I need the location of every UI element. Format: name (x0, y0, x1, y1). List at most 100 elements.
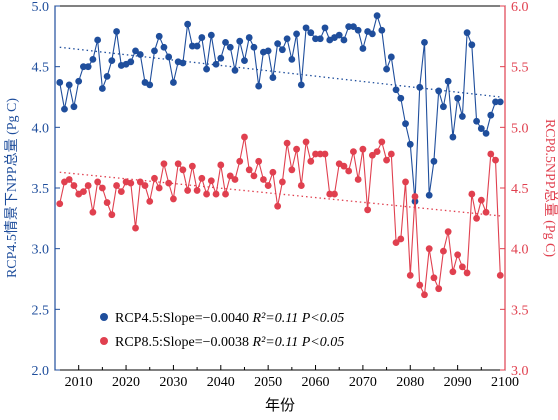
data-point-rcp45 (496, 98, 504, 106)
data-point-rcp45 (94, 36, 102, 44)
trend-layer (59, 46, 501, 217)
data-point-rcp85 (278, 178, 286, 186)
series-layer (56, 12, 504, 299)
data-point-rcp85 (468, 190, 476, 198)
right-y-tick-label: 4.0 (511, 243, 529, 258)
data-point-rcp85 (421, 291, 428, 299)
x-tick-label: 2040 (207, 375, 235, 390)
data-point-rcp45 (98, 85, 106, 92)
data-point-rcp85 (302, 138, 310, 146)
data-point-rcp85 (269, 168, 277, 176)
legend-marker (100, 313, 108, 321)
data-point-rcp45 (368, 30, 376, 38)
data-point-rcp85 (378, 138, 386, 146)
data-point-rcp85 (198, 174, 206, 182)
data-point-rcp85 (283, 139, 291, 147)
right-y-tick-label: 3.0 (511, 364, 529, 379)
data-point-rcp45 (108, 57, 116, 64)
x-tick-label: 2030 (159, 375, 187, 390)
data-point-rcp45 (188, 42, 196, 50)
data-point-rcp85 (117, 188, 125, 196)
left-y-axis-label: RCP4.5情景下NPP总量 (Pg C) (4, 98, 20, 278)
data-point-rcp85 (151, 174, 158, 182)
data-point-rcp85 (165, 179, 173, 187)
data-point-rcp45 (103, 72, 111, 80)
data-point-rcp45 (458, 113, 466, 120)
x-tick-label: 2090 (444, 375, 472, 390)
data-point-rcp45 (236, 37, 244, 45)
data-point-rcp45 (416, 83, 424, 91)
right-y-tick-label: 4.5 (511, 182, 529, 197)
data-point-rcp85 (146, 197, 154, 205)
data-point-rcp45 (170, 79, 177, 86)
data-point-rcp85 (98, 184, 106, 192)
data-point-rcp85 (449, 268, 457, 276)
data-point-rcp45 (132, 47, 139, 55)
data-point-rcp85 (473, 214, 480, 222)
data-point-rcp85 (316, 150, 324, 158)
data-point-rcp85 (368, 151, 376, 159)
data-point-rcp45 (231, 66, 239, 74)
data-point-rcp45 (492, 98, 499, 106)
data-point-rcp45 (482, 130, 490, 137)
x-tick-label: 2010 (65, 375, 93, 390)
data-point-rcp85 (255, 157, 263, 165)
data-point-rcp85 (477, 196, 485, 204)
data-point-rcp45 (155, 32, 163, 40)
data-point-rcp45 (444, 77, 452, 85)
data-point-rcp45 (80, 63, 87, 71)
data-point-rcp45 (288, 55, 296, 63)
data-point-rcp45 (146, 81, 154, 89)
data-point-rcp85 (108, 211, 116, 219)
data-point-rcp85 (264, 182, 272, 189)
data-point-rcp85 (170, 195, 177, 203)
data-point-rcp85 (217, 161, 225, 169)
series-line-rcp85 (59, 136, 501, 297)
data-point-rcp45 (61, 105, 68, 113)
x-tick-label: 2100 (491, 375, 519, 390)
data-point-rcp85 (236, 157, 244, 165)
data-point-rcp45 (463, 29, 471, 37)
data-point-rcp45 (378, 26, 386, 34)
data-point-rcp85 (312, 150, 319, 158)
data-point-rcp45 (302, 24, 310, 32)
data-point-rcp85 (463, 269, 471, 277)
left-y-tick-label: 4.5 (32, 61, 50, 76)
data-point-rcp85 (430, 274, 438, 282)
data-point-rcp45 (217, 54, 225, 62)
data-point-rcp85 (331, 190, 338, 198)
data-point-rcp45 (56, 79, 64, 86)
data-point-rcp85 (406, 271, 414, 279)
data-point-rcp85 (245, 166, 253, 174)
data-point-rcp45 (151, 47, 158, 55)
left-y-tick-label: 2.0 (32, 364, 50, 379)
data-point-rcp85 (307, 157, 315, 165)
right-y-axis-label: RCP8.5NPP总量 (Pg C) (542, 119, 558, 257)
data-point-rcp45 (274, 40, 282, 48)
data-point-rcp85 (222, 190, 229, 198)
data-point-rcp45 (212, 60, 220, 68)
data-point-rcp45 (283, 35, 291, 43)
data-point-rcp45 (406, 140, 414, 148)
data-point-rcp85 (416, 281, 424, 289)
data-point-rcp45 (425, 191, 433, 199)
data-point-rcp85 (155, 184, 163, 192)
data-point-rcp85 (482, 208, 490, 216)
data-point-rcp85 (226, 172, 234, 180)
data-point-rcp85 (435, 285, 443, 293)
data-point-rcp45 (165, 53, 173, 61)
data-point-rcp45 (312, 35, 319, 43)
left-y-tick-label: 2.5 (32, 303, 50, 318)
data-point-rcp45 (340, 36, 348, 44)
data-point-rcp45 (335, 31, 343, 39)
trend-line-rcp45 (59, 46, 501, 98)
data-point-rcp45 (350, 23, 357, 31)
data-point-rcp45 (113, 28, 120, 35)
data-point-rcp45 (449, 133, 457, 141)
data-point-rcp45 (307, 29, 315, 37)
data-point-rcp85 (179, 166, 187, 174)
data-point-rcp45 (430, 157, 438, 165)
x-tick-label: 2060 (302, 375, 330, 390)
